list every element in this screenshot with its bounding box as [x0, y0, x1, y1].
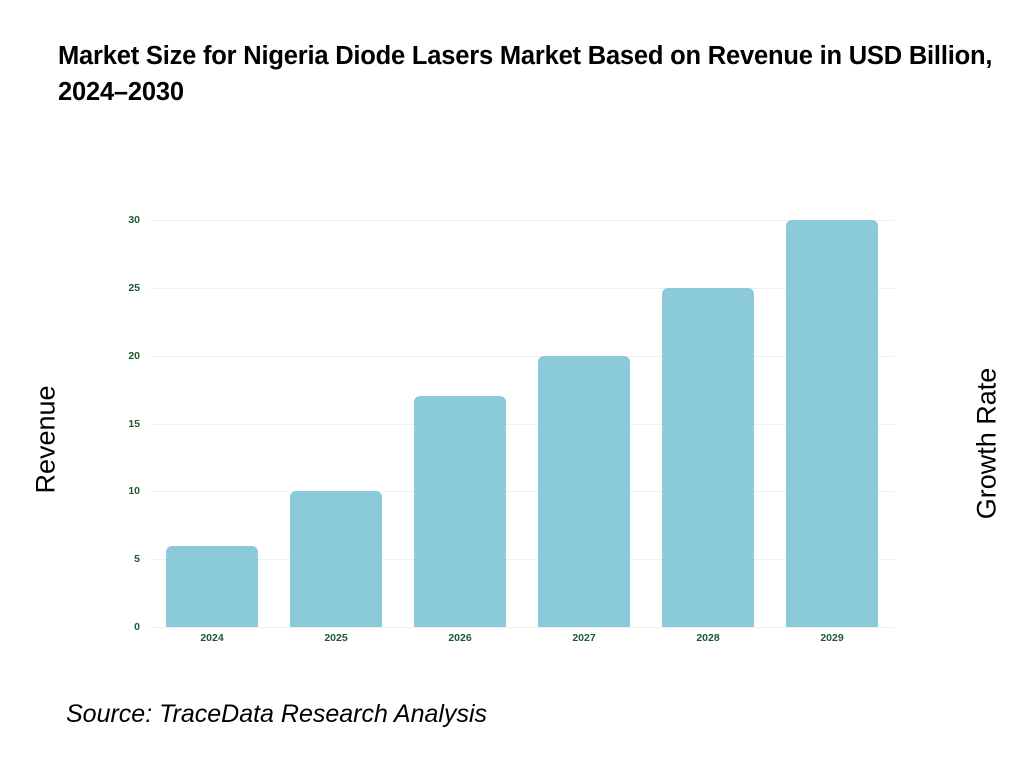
x-axis-tick-label: 2024: [200, 632, 224, 644]
x-axis-tick-label: 2025: [324, 632, 348, 644]
gridline: [150, 355, 894, 357]
y-axis-tick-label: 10: [128, 485, 140, 498]
bars-group: [150, 220, 894, 627]
gridline: [150, 627, 894, 628]
y-axis-tick-label: 5: [134, 553, 140, 566]
y-axis-tick-label: 25: [128, 281, 140, 294]
x-axis-tick-label: 2029: [820, 632, 844, 644]
bar[interactable]: [662, 287, 754, 627]
bar[interactable]: [538, 355, 630, 627]
y-axis-tick-label: 0: [134, 621, 140, 633]
gridline: [150, 287, 894, 289]
bar[interactable]: [290, 491, 382, 627]
gridline: [150, 491, 894, 493]
y-axis-tick-label: 15: [128, 417, 140, 430]
x-axis-tick-label: 2027: [572, 632, 596, 644]
gridline: [150, 220, 894, 221]
y-axis-title-right: Growth Rate: [971, 367, 1002, 520]
source-note: Source: TraceData Research Analysis: [66, 700, 488, 728]
bar[interactable]: [166, 545, 258, 627]
gridline: [150, 423, 894, 425]
x-axis-tick-label: 2026: [448, 632, 472, 644]
x-axis-tick-label: 2028: [696, 632, 720, 644]
gridline: [150, 559, 894, 561]
plot-area: [150, 220, 894, 628]
page-title: Market Size for Nigeria Diode Lasers Mar…: [58, 42, 993, 107]
bar[interactable]: [786, 220, 878, 627]
bar[interactable]: [414, 396, 506, 627]
y-axis-tick-label: 30: [128, 214, 140, 226]
y-axis-tick-label: 20: [128, 349, 140, 362]
y-axis-title-left: Revenue: [30, 385, 61, 494]
